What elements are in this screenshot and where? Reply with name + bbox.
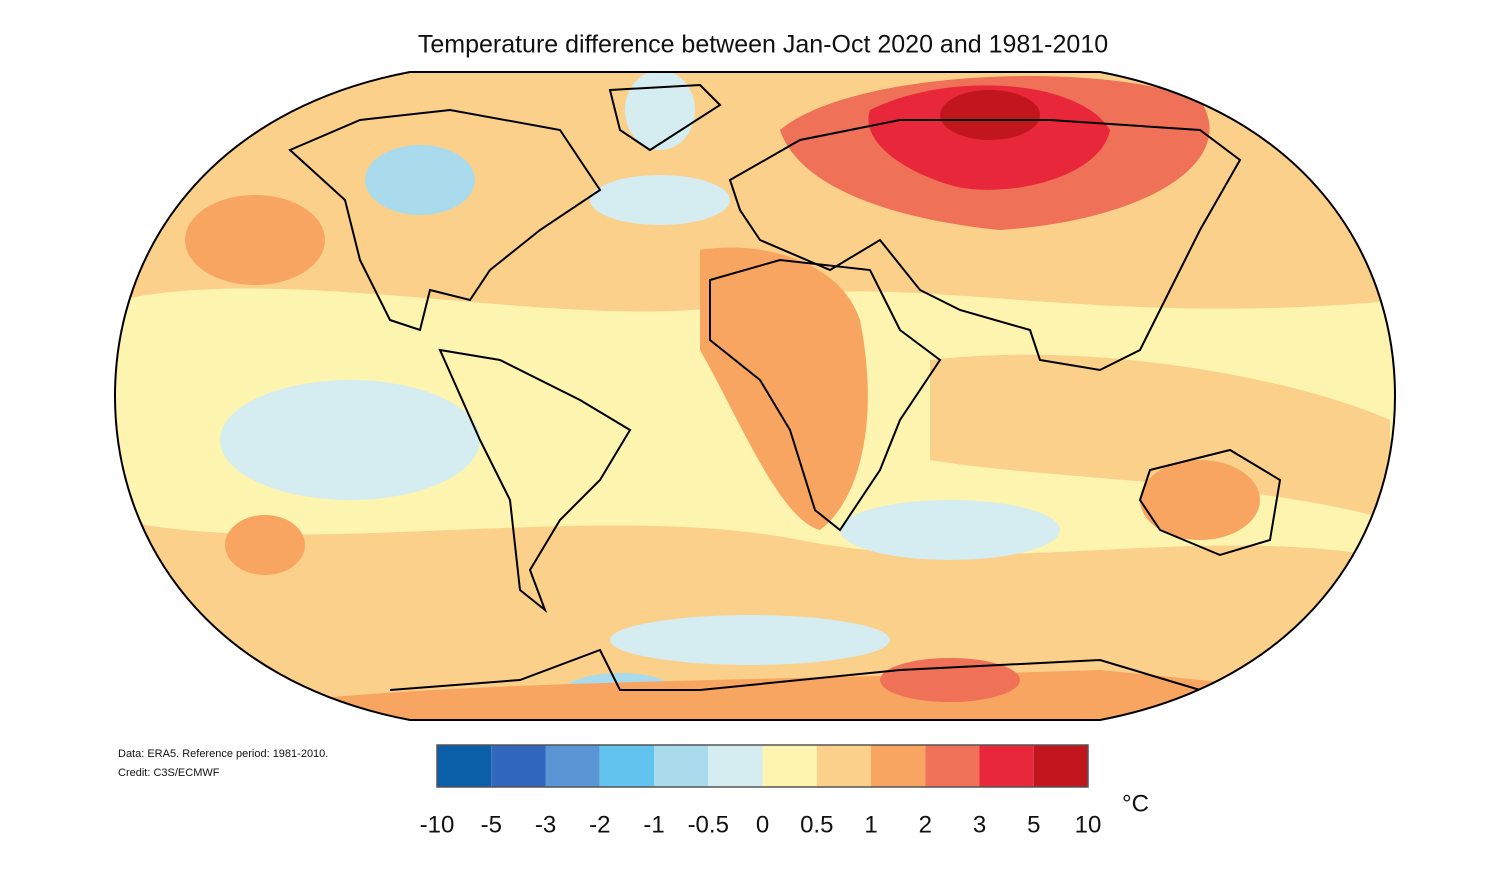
colorbar-tick-label: -0.5 <box>688 811 729 838</box>
colorbar-swatch <box>762 745 817 787</box>
colorbar-swatch <box>1033 745 1088 787</box>
colorbar-tick-label: 0 <box>756 811 769 838</box>
colorbar-swatch <box>491 745 546 787</box>
colorbar-unit: °C <box>1122 790 1149 817</box>
colorbar-tick-label: 5 <box>1027 811 1040 838</box>
source-note: Data: ERA5. Reference period: 1981-2010. <box>118 748 328 760</box>
credit-note: Credit: C3S/ECMWF <box>118 767 220 779</box>
colorbar-tick-label: 2 <box>919 811 932 838</box>
colorbar-tick-label: 0.5 <box>800 811 833 838</box>
colorbar-tick-label: 1 <box>864 811 877 838</box>
colorbar-swatch <box>925 745 980 787</box>
map-title: Temperature difference between Jan-Oct 2… <box>418 31 1108 59</box>
colorbar-tick-label: 3 <box>973 811 986 838</box>
colorbar-tick-label: -10 <box>420 811 455 838</box>
colorbar-tick-label: 10 <box>1075 811 1102 838</box>
colorbar-swatch <box>599 745 654 787</box>
colorbar-swatch <box>979 745 1034 787</box>
colorbar-tick-label: -3 <box>535 811 556 838</box>
colorbar-swatch <box>545 745 600 787</box>
colorbar-tick-label: -5 <box>481 811 502 838</box>
colorbar-swatch <box>816 745 871 787</box>
colorbar: -10 -5 -3 -2 -1 -0.5 0 0.5 1 2 3 5 10 <box>420 744 1102 838</box>
colorbar-swatch <box>871 745 926 787</box>
map <box>115 72 1395 720</box>
colorbar-swatch <box>437 745 492 787</box>
colorbar-swatch <box>654 745 709 787</box>
colorbar-tick-label: -1 <box>643 811 664 838</box>
colorbar-tick-label: -2 <box>589 811 610 838</box>
colorbar-swatch <box>708 745 763 787</box>
map-frame <box>113 71 1397 721</box>
colorbar-frame <box>436 744 1089 788</box>
